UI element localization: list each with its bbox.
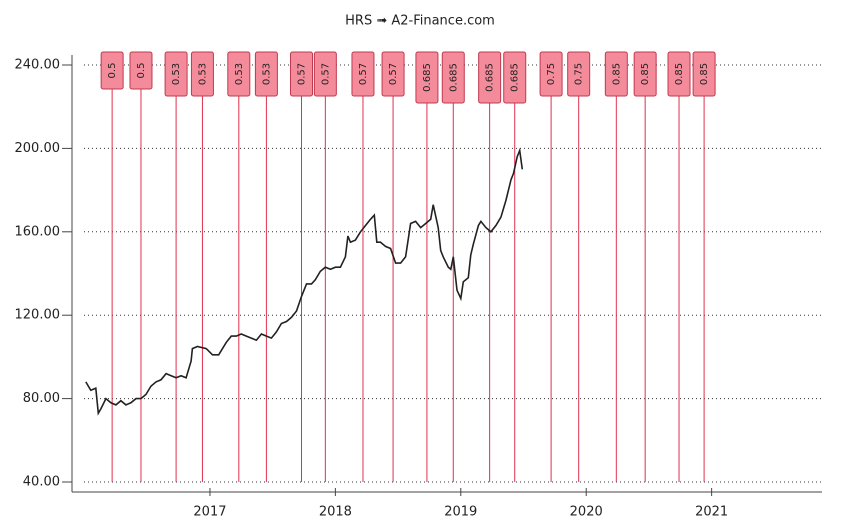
dividend-box [129, 51, 153, 90]
dividend-box [351, 51, 375, 97]
x-tick-label: 2020 [570, 505, 603, 520]
y-tick-label: 160.00 [15, 224, 61, 239]
x-tick-label: 2018 [319, 505, 352, 520]
dividend-box [164, 51, 188, 97]
dividend-box [539, 51, 563, 97]
dividend-label: 0.85 [699, 63, 710, 85]
dividend-label: 0.685 [510, 63, 521, 92]
dividend-label: 0.85 [674, 63, 685, 85]
dividend-box [567, 51, 591, 97]
dividend-label: 0.5 [107, 63, 118, 79]
dividend-label: 0.685 [422, 63, 433, 92]
dividend-box [100, 51, 124, 90]
dividend-box [633, 51, 657, 97]
dividend-label: 0.85 [640, 63, 651, 85]
dividend-box [415, 51, 439, 104]
dividend-label: 0.53 [171, 63, 182, 85]
dividend-label: 0.53 [197, 63, 208, 85]
x-tick-label: 2017 [193, 505, 226, 520]
dividend-box [313, 51, 337, 97]
dividend-box [478, 51, 502, 104]
dividend-label: 0.57 [320, 63, 331, 85]
dividend-box [381, 51, 405, 97]
y-tick-label: 200.00 [15, 141, 61, 156]
dividend-box [667, 51, 691, 97]
dividend-label: 0.685 [448, 63, 459, 92]
dividend-box [441, 51, 465, 104]
x-tick-label: 2019 [444, 505, 477, 520]
x-tick-label: 2021 [695, 505, 728, 520]
dividend-label: 0.685 [485, 63, 496, 92]
dividend-box [604, 51, 628, 97]
chart-title: HRS ➟ A2-Finance.com [345, 14, 495, 29]
dividend-label: 0.53 [261, 63, 272, 85]
dividend-box [190, 51, 214, 97]
y-tick-label: 240.00 [15, 58, 61, 73]
dividend-label: 0.57 [297, 63, 308, 85]
y-tick-label: 80.00 [23, 391, 60, 406]
dividend-box [503, 51, 527, 104]
y-tick-label: 40.00 [23, 475, 60, 490]
dividend-box [227, 51, 251, 97]
dividend-label: 0.75 [546, 63, 557, 85]
y-tick-label: 120.00 [15, 308, 61, 323]
dividend-box [692, 51, 716, 97]
dividend-box [290, 51, 314, 97]
dividend-label: 0.57 [388, 63, 399, 85]
dividend-box [254, 51, 278, 97]
dividend-label: 0.5 [136, 63, 147, 79]
price-line [85, 147, 524, 416]
dividend-label: 0.75 [574, 63, 585, 85]
dividend-label: 0.57 [358, 63, 369, 85]
dividend-label: 0.85 [611, 63, 622, 85]
dividend-label: 0.53 [234, 63, 245, 85]
